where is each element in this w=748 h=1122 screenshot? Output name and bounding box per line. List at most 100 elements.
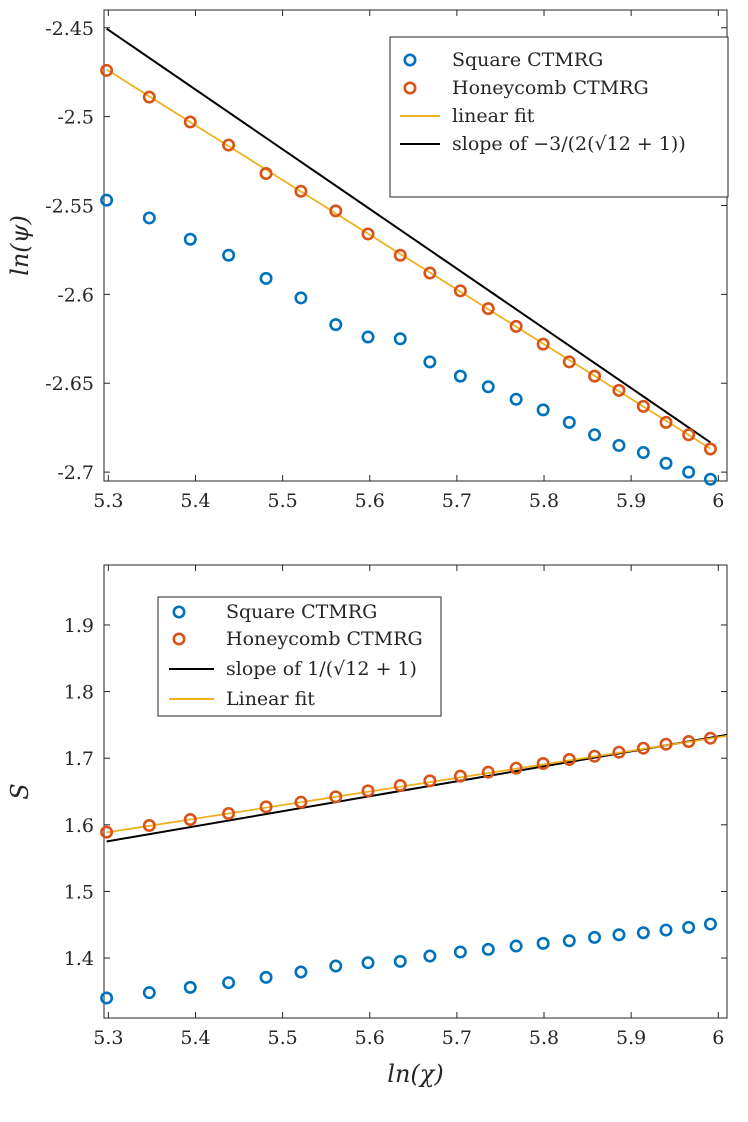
chart2-data-point (142, 818, 156, 832)
chart2-xtick-label: 5.8 (529, 1027, 559, 1049)
chart1-data-point (294, 184, 308, 198)
chart1-data-point (509, 392, 523, 406)
chart2-data-point (222, 806, 236, 820)
chart2-data-point (259, 970, 273, 984)
chart2-data-point (509, 761, 523, 775)
chart1-series-line (106, 68, 711, 450)
chart2-data-point (222, 976, 236, 990)
chart1-data-point (636, 446, 650, 460)
chart1-data-point (562, 415, 576, 429)
chart2-data-point (361, 956, 375, 970)
chart2-data-point (588, 930, 602, 944)
chart1-data-point (612, 438, 626, 452)
chart2-ytick-label: 1.7 (64, 748, 94, 770)
chart2-ytick-label: 1.9 (64, 615, 94, 637)
chart1-data-point (588, 428, 602, 442)
chart2-data-point (612, 745, 626, 759)
chart1-xtick-label: 5.9 (616, 490, 646, 512)
chart1-data-point (142, 90, 156, 104)
chart1-data-point (259, 167, 273, 181)
chart2-data-point (562, 934, 576, 948)
chart1-data-point (294, 291, 308, 305)
chart2-data-point (509, 939, 523, 953)
chart1-data-point (423, 355, 437, 369)
chart1-plot-area (106, 27, 712, 450)
chart1-data-point (453, 369, 467, 383)
chart1-data-point (612, 383, 626, 397)
chart2-data-point (100, 991, 114, 1005)
chart2-plot-area (106, 733, 727, 843)
chart1-ytick-label: -2.55 (45, 196, 94, 218)
chart1-ytick-label: -2.7 (57, 462, 94, 484)
chart1-xtick-label: 5.6 (355, 490, 385, 512)
chart2-legend-label: slope of 1/(√12 + 1) (226, 658, 417, 680)
chart2-data-point (682, 735, 696, 749)
chart2-legend-label: Linear fit (226, 688, 315, 710)
chart2-xtick-label: 6 (712, 1027, 724, 1049)
chart1-data-point (100, 63, 114, 77)
chart1-data-point (329, 318, 343, 332)
chart1-legend: Square CTMRG Honeycomb CTMRG linear fit slo… (389, 36, 729, 198)
chart2-data-point (636, 741, 650, 755)
chart2-data-point (423, 949, 437, 963)
chart1-series-line (106, 27, 712, 444)
chart1-data-point (393, 332, 407, 346)
chart2-data-point (703, 917, 717, 931)
chart2-data-point (562, 753, 576, 767)
chart1-xtick-label: 5.5 (268, 490, 298, 512)
chart2-data-point (183, 812, 197, 826)
chart2-data-point (612, 928, 626, 942)
chart2-data-point (453, 769, 467, 783)
chart2-data-point (659, 737, 673, 751)
chart2-legend-marker (172, 632, 186, 646)
chart1-data-point (393, 248, 407, 262)
chart2-data-point (703, 731, 717, 745)
chart1-data-point (183, 232, 197, 246)
chart1-legend-label: Square CTMRG (452, 49, 603, 71)
chart2-data-point (142, 986, 156, 1000)
chart2-xtick-label: 5.9 (616, 1027, 646, 1049)
chart1-data-point (142, 211, 156, 225)
chart2-xtick-label: 5.7 (442, 1027, 472, 1049)
chart2-xtick-label: 5.5 (268, 1027, 298, 1049)
chart2-data-point (259, 800, 273, 814)
chart1-data-point (703, 442, 717, 456)
chart2-ylabel: S (6, 783, 34, 799)
chart2-xtick-label: 5.4 (180, 1027, 210, 1049)
chart2-data-point (536, 757, 550, 771)
chart1-legend-marker (403, 81, 417, 95)
chart2-data-point (588, 749, 602, 763)
chart2-data-point (361, 784, 375, 798)
chart1-xtick-label: 5.8 (529, 490, 559, 512)
chart2-data-point (453, 945, 467, 959)
chart1-legend-label: Honeycomb CTMRG (452, 77, 649, 99)
chart2-legend-label: Square CTMRG (226, 601, 377, 623)
chart1-legend-marker (403, 53, 417, 67)
chart2-ytick-label: 1.8 (64, 682, 94, 704)
chart2-data-point (536, 936, 550, 950)
chart1-legend-box (389, 36, 729, 198)
chart2-data-point (393, 779, 407, 793)
chart1-data-point (682, 428, 696, 442)
chart1-xtick-label: 6 (712, 490, 724, 512)
chart1-ytick-label: -2.45 (45, 18, 94, 40)
chart1-data-point (361, 330, 375, 344)
chart1-data-point (588, 369, 602, 383)
chart1-data-point (453, 284, 467, 298)
chart1-xtick-label: 5.3 (93, 490, 123, 512)
chart2-legend-box (157, 596, 442, 717)
chart2-ytick-label: 1.6 (64, 815, 94, 837)
chart2-data-point (329, 790, 343, 804)
chart2-data-point (659, 923, 673, 937)
chart1-data-point (536, 403, 550, 417)
chart2-ytick-label: 1.5 (64, 881, 94, 903)
chart1-data-point (361, 227, 375, 241)
chart1-axes-box (103, 9, 728, 482)
chart2-data-point (183, 980, 197, 994)
chart2-data-point (329, 959, 343, 973)
chart2-data-point (393, 954, 407, 968)
chart2-legend: Square CTMRG Honeycomb CTMRG slope of 1/(√… (157, 596, 442, 717)
chart1-data-point (509, 319, 523, 333)
